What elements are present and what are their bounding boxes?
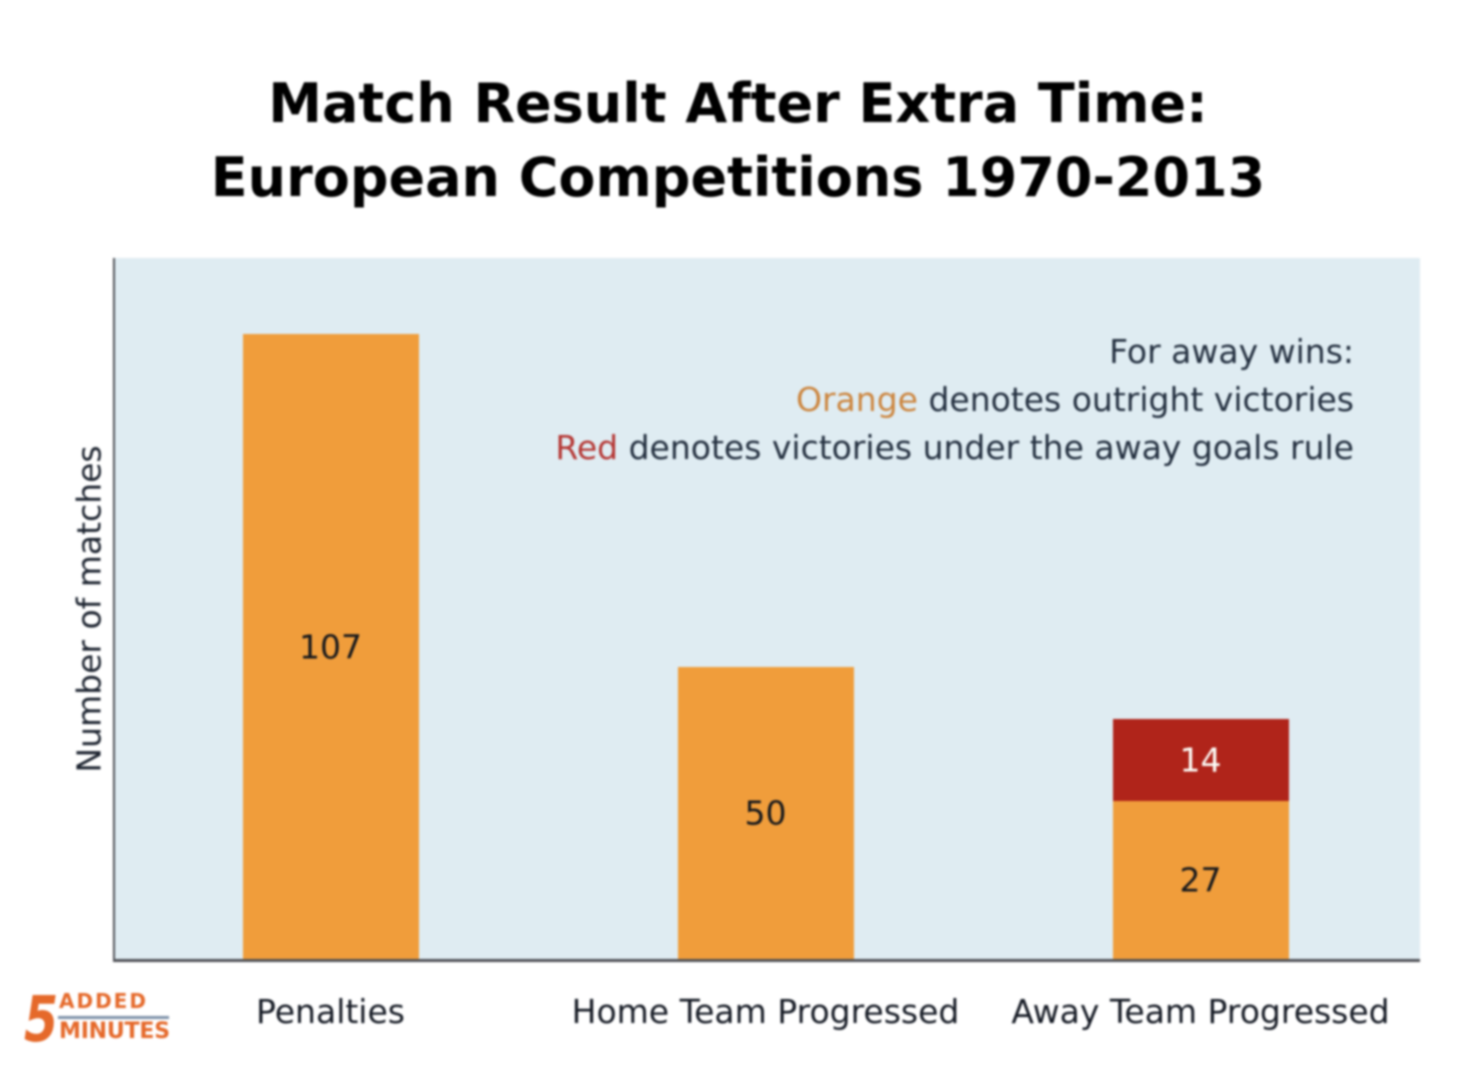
y-axis-title-text: Number of matches [69, 445, 109, 773]
bar-1-segment-0-value-label: 50 [744, 793, 787, 833]
logo-minutes-word: MINUTES [59, 1019, 170, 1044]
annotation-line-2: Orange denotes outright victories [555, 376, 1354, 424]
bar-0-segment-0 [243, 334, 419, 959]
plot-area: For away wins: Orange denotes outright v… [115, 258, 1420, 959]
x-axis-line [113, 959, 1420, 962]
logo-divider-line [58, 1016, 169, 1019]
bar-2-segment-0 [1113, 801, 1289, 959]
annotation-line-1: For away wins: [1109, 332, 1354, 371]
annotation-orange-keyword: Orange [796, 379, 918, 419]
bar-2-segment-1-value-label: 14 [1179, 740, 1222, 780]
bar-2-segment-1 [1113, 719, 1289, 801]
chart-title-line-1: Match Result After Extra Time: [268, 72, 1208, 135]
bar-0-segment-0-value-label: 107 [299, 627, 362, 666]
annotation-red-keyword: Red [555, 427, 619, 467]
x-axis-label-0: Penalties [256, 992, 405, 1031]
logo-number-5: 5 [24, 983, 59, 1056]
chart-title-line-2: European Competitions 1970-2013 [210, 146, 1266, 209]
bar-2-segment-0-value-label: 27 [1179, 860, 1222, 900]
annotation-line-3-text: denotes victories under the away goals r… [618, 427, 1354, 467]
annotation-line-3: Red denotes victories under the away goa… [555, 424, 1354, 472]
annotation-line-2-text: denotes outright victories [917, 379, 1354, 419]
logo-added-word: ADDED [59, 989, 148, 1013]
legend-annotation: For away wins: Orange denotes outright v… [555, 328, 1354, 471]
x-axis-label-1: Home Team Progressed [571, 992, 960, 1031]
bar-1-segment-0 [678, 667, 854, 959]
y-axis-line [113, 258, 115, 962]
x-axis-label-2: Away Team Progressed [1011, 992, 1390, 1031]
chart-title: Match Result After Extra Time: European … [8, 67, 1460, 215]
